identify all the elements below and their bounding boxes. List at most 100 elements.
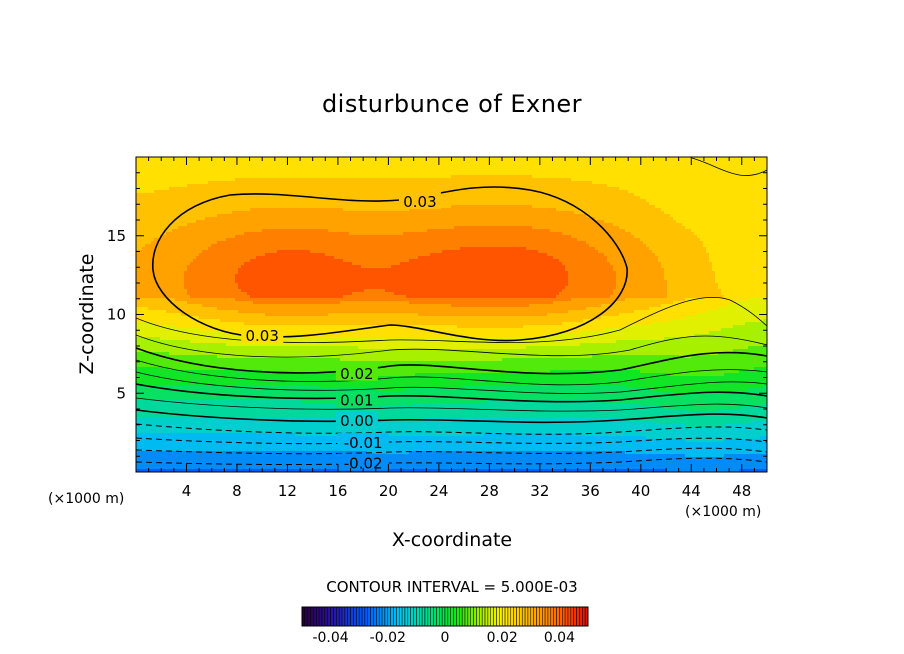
field-cell [160, 160, 164, 164]
field-cell [139, 256, 143, 260]
field-cell [256, 466, 260, 470]
field-cell [244, 157, 248, 161]
field-cell [211, 454, 215, 458]
field-cell [142, 217, 146, 221]
field-cell [169, 247, 173, 251]
field-cell [208, 382, 212, 386]
field-cell [199, 229, 203, 233]
field-cell [178, 217, 182, 221]
field-cell [247, 454, 251, 458]
field-cell [181, 187, 185, 191]
field-cell [220, 319, 224, 323]
field-cell [232, 316, 236, 320]
field-cell [139, 268, 143, 272]
field-cell [145, 265, 149, 269]
field-cell [211, 319, 215, 323]
field-cell [193, 298, 197, 302]
field-cell [253, 364, 257, 368]
field-cell [148, 235, 152, 239]
field-cell [274, 178, 278, 182]
field-cell [277, 256, 281, 260]
field-cell [220, 403, 224, 407]
field-cell [265, 235, 269, 239]
field-cell [250, 211, 254, 215]
field-cell [136, 166, 140, 170]
field-cell [178, 199, 182, 203]
field-cell [265, 373, 269, 377]
field-cell [265, 448, 269, 452]
field-cell [166, 457, 170, 461]
field-cell [217, 388, 221, 392]
field-cell [136, 424, 140, 428]
field-cell [259, 319, 263, 323]
field-cell [259, 451, 263, 455]
field-cell [202, 292, 206, 296]
field-cell [142, 268, 146, 272]
field-cell [259, 190, 263, 194]
field-cell [274, 217, 278, 221]
field-cell [169, 421, 173, 425]
field-cell [244, 463, 248, 467]
field-cell [229, 277, 233, 281]
field-cell [145, 415, 149, 419]
field-cell [268, 253, 272, 257]
field-cell [238, 319, 242, 323]
field-cell [187, 448, 191, 452]
field-cell [148, 418, 152, 422]
field-cell [145, 274, 149, 278]
field-cell [256, 262, 260, 266]
field-cell [199, 277, 203, 281]
field-cell [136, 295, 140, 299]
field-cell [238, 457, 242, 461]
field-cell [217, 409, 221, 413]
field-cell [184, 412, 188, 416]
field-cell [217, 274, 221, 278]
field-cell [205, 367, 209, 371]
field-cell [172, 379, 176, 383]
field-cell [223, 409, 227, 413]
field-cell [241, 445, 245, 449]
field-cell [184, 373, 188, 377]
field-cell [166, 448, 170, 452]
field-cell [250, 307, 254, 311]
field-cell [142, 163, 146, 167]
field-cell [274, 448, 278, 452]
field-cell [253, 466, 257, 470]
field-cell [271, 403, 275, 407]
field-cell [274, 175, 278, 179]
field-cell [250, 160, 254, 164]
field-cell [235, 244, 239, 248]
field-cell [268, 166, 272, 170]
field-cell [253, 349, 257, 353]
field-cell [154, 199, 158, 203]
field-cell [202, 328, 206, 332]
field-cell [196, 238, 200, 242]
field-cell [268, 241, 272, 245]
field-cell [193, 400, 197, 404]
field-cell [145, 454, 149, 458]
field-cell [166, 469, 170, 472]
field-cell [268, 292, 272, 296]
field-cell [187, 241, 191, 245]
field-cell [271, 241, 275, 245]
field-cell [220, 424, 224, 428]
field-cell [136, 406, 140, 410]
field-cell [223, 235, 227, 239]
field-cell [226, 196, 230, 200]
field-cell [211, 439, 215, 443]
field-cell [202, 280, 206, 284]
field-cell [253, 199, 257, 203]
field-cell [169, 259, 173, 263]
field-cell [202, 223, 206, 227]
field-cell [139, 190, 143, 194]
field-cell [148, 391, 152, 395]
field-cell [193, 337, 197, 341]
field-cell [154, 226, 158, 230]
field-cell [250, 433, 254, 437]
field-cell [205, 208, 209, 212]
field-cell [208, 301, 212, 305]
field-cell [211, 313, 215, 317]
field-cell [187, 322, 191, 326]
field-cell [154, 271, 158, 275]
field-cell [184, 226, 188, 230]
